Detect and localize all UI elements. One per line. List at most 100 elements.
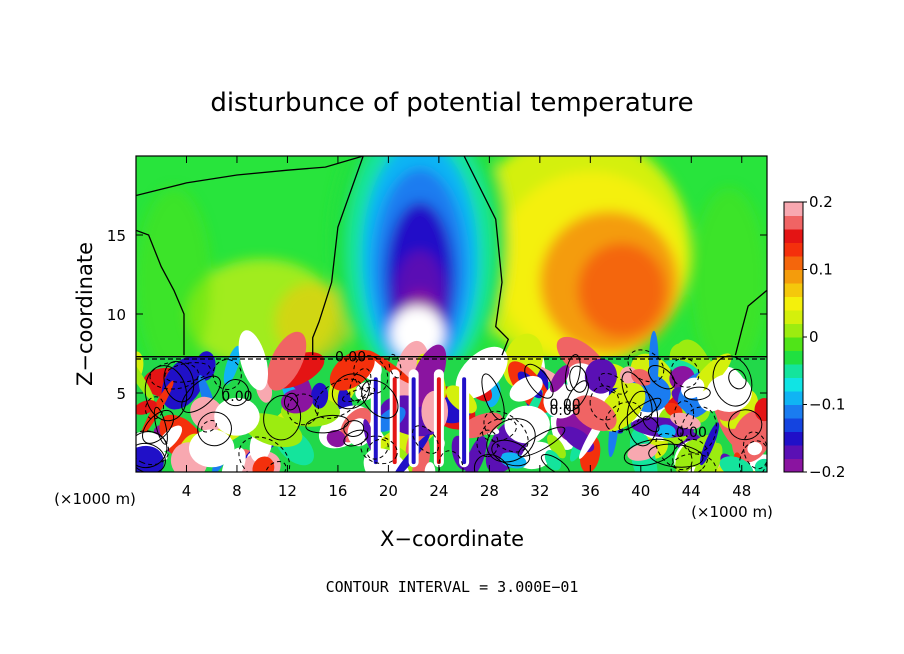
colorbar <box>784 202 803 473</box>
turbulent-contour <box>343 429 369 447</box>
contour-label: 0.00 <box>221 389 252 405</box>
colorbar-swatch <box>784 323 803 338</box>
turbulent-blob <box>543 383 579 419</box>
x-tick-label: 40 <box>631 482 650 500</box>
turbulent-contour <box>605 401 642 433</box>
chart-title: disturbunce of potential temperature <box>210 88 693 118</box>
turbulent-contour <box>136 431 168 469</box>
x-tick-label: 12 <box>278 482 297 500</box>
colorbar-tick-label: −0.2 <box>809 463 845 481</box>
x-tick-label: 32 <box>530 482 549 500</box>
colorbar-tick-label: 0.2 <box>809 193 833 211</box>
turbulent-contour <box>343 420 365 437</box>
turbulent-blob <box>692 442 723 472</box>
turbulent-contour <box>197 411 232 447</box>
turbulent-blob <box>238 330 269 391</box>
turbulent-blob <box>572 395 617 432</box>
turbulent-contour <box>481 373 505 421</box>
turbulent-contour <box>540 454 570 472</box>
colorbar-swatch <box>784 404 803 419</box>
colorbar-tick-label: 0.1 <box>809 261 833 279</box>
contour-zero-left <box>136 229 185 356</box>
turbulent-contour <box>283 392 299 411</box>
turbulent-contour <box>265 460 287 472</box>
turbulent-contour <box>683 386 711 401</box>
y-tick-label: 10 <box>107 306 126 324</box>
turbulent-blob <box>549 365 570 393</box>
turbulent-contour <box>483 410 529 453</box>
x-axis-ticks: 4 8 12 16 20 24 28 32 36 40 44 48 <box>182 156 751 500</box>
turbulent-blob <box>509 375 543 402</box>
x-tick-label: 48 <box>732 482 751 500</box>
turbulent-contour <box>473 454 511 472</box>
turbulent-blob <box>675 439 701 472</box>
colorbar-swatch <box>784 458 803 473</box>
turbulent-contour <box>621 371 653 421</box>
turbulent-blob <box>747 442 763 456</box>
contour-label: 0.00 <box>676 425 707 441</box>
contour-lines <box>136 156 767 472</box>
turbulent-contour <box>476 429 499 458</box>
turbulent-contour <box>412 425 439 454</box>
colorbar-swatch <box>784 202 803 216</box>
turbulent-contour <box>524 363 554 399</box>
contour-label-layer: 0.000.000.000.000.00 <box>221 349 706 441</box>
turbulent-contour <box>642 415 660 433</box>
turbulent-blob <box>489 442 504 465</box>
turbulent-contour <box>145 396 165 420</box>
updraft-core <box>462 377 467 465</box>
turbulent-blob <box>223 345 241 385</box>
turbulent-contour <box>181 375 221 413</box>
colorbar-swatch <box>784 242 803 257</box>
colorbar-swatch <box>784 391 803 405</box>
turbulent-contour <box>728 409 763 441</box>
turbulent-blob <box>649 330 659 393</box>
colorbar-swatch <box>784 337 803 351</box>
turbulent-contour <box>353 355 389 394</box>
turbulent-contour <box>569 365 588 393</box>
x-tick-label: 44 <box>682 482 701 500</box>
contour-zero-top <box>136 156 364 197</box>
turbulent-blob <box>267 331 307 391</box>
field-blob <box>691 187 767 378</box>
turbulent-contour <box>388 353 402 379</box>
y-tick-label: 5 <box>116 385 126 403</box>
turbulent-blob <box>459 412 503 439</box>
turbulent-contour <box>672 438 709 472</box>
x-axis-label: X−coordinate <box>380 527 524 551</box>
turbulent-contour <box>626 390 659 447</box>
contour-zero-plume-left <box>312 156 364 356</box>
white-patch <box>214 397 260 436</box>
turbulent-contour <box>623 438 676 467</box>
x-tick-label: 24 <box>429 482 448 500</box>
turbulent-contour <box>163 360 195 403</box>
white-patch <box>706 374 752 412</box>
turbulent-contour <box>366 438 389 460</box>
turbulent-contour <box>349 367 372 402</box>
x-tick-label: 28 <box>480 482 499 500</box>
white-patch <box>504 405 550 444</box>
turbulent-contour <box>486 418 536 463</box>
turbulent-contour <box>153 406 168 445</box>
colorbar-swatch <box>784 283 803 297</box>
colorbar-swatch <box>784 256 803 270</box>
turbulent-blob <box>584 358 618 394</box>
turbulent-blob <box>326 429 346 448</box>
colorbar-swatch <box>784 296 803 311</box>
colorbar-swatch <box>784 445 803 459</box>
turbulent-contour <box>361 379 399 419</box>
contour-label: 0.00 <box>549 403 580 419</box>
turbulent-contour <box>517 426 566 458</box>
x-tick-label: 16 <box>328 482 347 500</box>
turbulent-contour <box>728 368 747 390</box>
turbulent-contour <box>598 372 628 395</box>
turbulent-blob <box>656 424 676 438</box>
turbulent-contour <box>680 406 717 454</box>
turbulent-blob <box>547 434 566 459</box>
y-tick-label: 15 <box>107 227 126 245</box>
turbulent-contour <box>136 442 166 472</box>
positive-anomaly-layer <box>605 269 651 321</box>
turbulent-contour <box>627 349 665 383</box>
turbulent-contour <box>360 435 398 465</box>
x-axis-unit-right: (×1000 m) <box>691 503 773 521</box>
